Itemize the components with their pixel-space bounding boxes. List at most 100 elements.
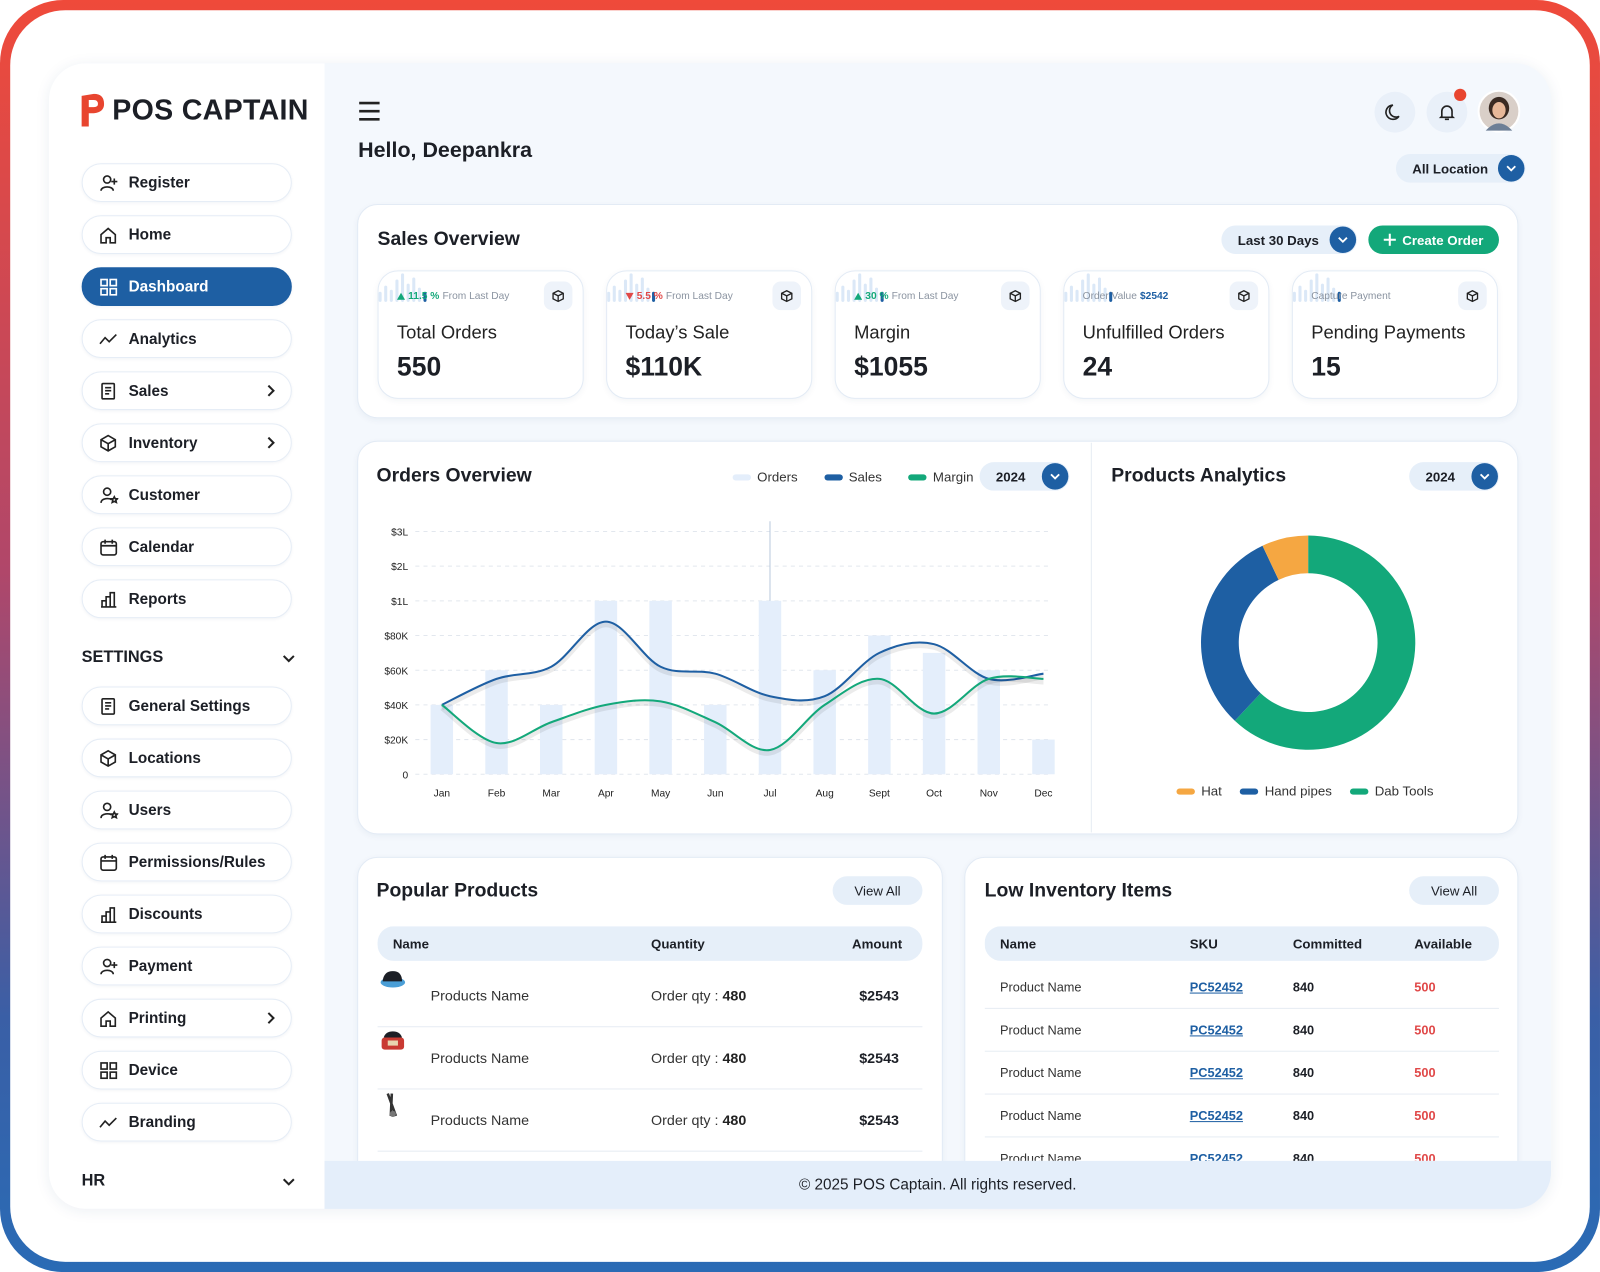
y-tick-label: $20K xyxy=(384,736,408,747)
nav-label: Calendar xyxy=(128,538,195,556)
logo[interactable]: POS CAPTAIN xyxy=(80,92,309,129)
nav-item[interactable]: Inventory xyxy=(81,423,292,463)
nav-item[interactable]: Calendar xyxy=(81,527,292,567)
stat-value: $110K xyxy=(625,350,703,382)
icon xyxy=(780,289,793,303)
location-filter[interactable]: All Location xyxy=(1395,154,1526,183)
legend: Hat Hand pipes Dab Tools xyxy=(1092,783,1519,799)
note: From Last Day xyxy=(442,290,510,302)
avatar[interactable] xyxy=(1477,89,1521,133)
y-tick-label: $3L xyxy=(391,528,408,539)
nav-icon xyxy=(99,1116,117,1128)
column-header: Amount xyxy=(852,936,903,952)
nav-label: General Settings xyxy=(128,697,251,715)
table-row: Products Name Order qty : 480 $2543 xyxy=(377,1027,923,1090)
nav-item[interactable]: Permissions/Rules xyxy=(81,842,292,882)
nav-icon xyxy=(100,1061,118,1079)
chevron xyxy=(267,384,275,397)
menu-button[interactable] xyxy=(357,100,381,122)
stat-icon xyxy=(1229,281,1259,311)
nav-item[interactable]: Analytics xyxy=(81,319,292,359)
table-cell: Product Name xyxy=(999,1108,1082,1124)
y-tick-label: $40K xyxy=(384,701,408,712)
x-tick-label: Aug xyxy=(816,789,834,800)
legend-item[interactable]: Dab Tools xyxy=(1350,783,1433,799)
stat-icon xyxy=(772,281,802,311)
table-cell: Product Name xyxy=(999,1151,1082,1161)
nav-item[interactable]: Register xyxy=(81,163,292,202)
button-text: Create Order xyxy=(1402,232,1484,248)
legend-item[interactable]: Hat xyxy=(1176,783,1222,799)
nav-item[interactable]: Dashboard xyxy=(81,267,292,307)
stat-value: 24 xyxy=(1082,350,1113,382)
row-divider xyxy=(377,1088,923,1090)
stat-card: 5.5 % From Last Day Today’s Sale $110K xyxy=(606,270,813,399)
x-tick-label: Nov xyxy=(980,789,999,800)
stat-card: Order Value $2542 Unfulfilled Orders 24 xyxy=(1063,270,1270,399)
view-all-button[interactable]: View All xyxy=(1409,876,1499,905)
nav-item[interactable]: Branding xyxy=(81,1102,292,1142)
low-inventory-table: Name SKU Committed Available Product Name PC5… xyxy=(984,926,1499,1161)
nav-item[interactable]: Users xyxy=(81,790,292,830)
legend-item[interactable]: Orders xyxy=(732,469,798,485)
nav-item[interactable]: Customer xyxy=(81,475,292,515)
table-cell: PC52452 xyxy=(1189,1066,1243,1081)
nav-item[interactable]: Sales xyxy=(81,371,292,411)
legend-item[interactable]: Margin xyxy=(908,469,973,485)
stat-note: Order Value $2542 xyxy=(1083,291,1169,302)
table-cell: 840 xyxy=(1292,1108,1315,1124)
legend-label: Hand pipes xyxy=(1264,783,1332,799)
y-tick-label: $80K xyxy=(384,632,408,643)
legend-swatch xyxy=(732,473,752,480)
year-filter[interactable]: 2024 xyxy=(979,462,1070,491)
nav-item[interactable]: Locations xyxy=(81,738,292,778)
change: 11.5 % xyxy=(408,290,440,302)
nav-item[interactable]: Discounts xyxy=(81,894,292,934)
sparkline-decoration xyxy=(378,273,427,302)
nav-item[interactable]: Printing xyxy=(81,998,292,1038)
nav-item[interactable]: Reports xyxy=(81,579,292,619)
line-shadow xyxy=(440,622,1044,711)
donut-segment xyxy=(1234,535,1416,750)
column-header: SKU xyxy=(1189,936,1218,952)
stat-icon xyxy=(1458,281,1487,311)
line xyxy=(441,675,1044,752)
qty-value: 480 xyxy=(722,987,747,1004)
legend-item[interactable]: Sales xyxy=(824,469,882,485)
table-cell: 500 xyxy=(1414,980,1436,995)
settings-heading[interactable]: SETTINGS xyxy=(82,649,296,667)
nav-item[interactable]: Payment xyxy=(81,946,292,986)
filter-text: 2024 xyxy=(1425,468,1456,485)
dropdown-icon xyxy=(1329,226,1356,253)
stat-title: Today’s Sale xyxy=(625,322,730,343)
table-cell: PC52452 xyxy=(1189,980,1243,995)
section-title: Sales Overview xyxy=(377,228,520,250)
create-order-button[interactable]: Create Order xyxy=(1368,225,1499,255)
column-header: Name xyxy=(999,936,1037,952)
filter-text: 2024 xyxy=(995,468,1026,485)
trend-icon xyxy=(396,292,406,300)
legend-item[interactable]: Hand pipes xyxy=(1240,783,1332,799)
view-all-button[interactable]: View All xyxy=(832,876,923,905)
nav-item[interactable]: Device xyxy=(81,1050,292,1090)
theme-toggle[interactable] xyxy=(1374,91,1416,133)
row-divider xyxy=(984,1007,1499,1009)
year-filter[interactable]: 2024 xyxy=(1409,462,1499,491)
donut-chart xyxy=(1201,535,1416,750)
nav-item[interactable]: Home xyxy=(81,215,292,255)
nav-item[interactable]: General Settings xyxy=(81,686,292,726)
divider xyxy=(1090,442,1092,833)
stat-note: 5.5 % From Last Day xyxy=(625,291,733,302)
nav-label: Discounts xyxy=(128,905,203,923)
bar xyxy=(704,704,727,775)
table-row: Products Name Order qty : 480 $2543 xyxy=(377,965,923,1028)
plus-icon xyxy=(1383,233,1397,246)
legend-swatch xyxy=(1350,788,1369,795)
period-filter[interactable]: Last 30 Days xyxy=(1221,225,1357,255)
filter-text: Last 30 Days xyxy=(1237,232,1319,248)
bar xyxy=(868,635,891,775)
hr-heading[interactable]: HR xyxy=(82,1172,296,1190)
product-image xyxy=(380,971,406,988)
stat-card: 11.5 % From Last Day Total Orders 550 xyxy=(377,270,584,399)
section-title: Popular Products xyxy=(376,880,539,902)
